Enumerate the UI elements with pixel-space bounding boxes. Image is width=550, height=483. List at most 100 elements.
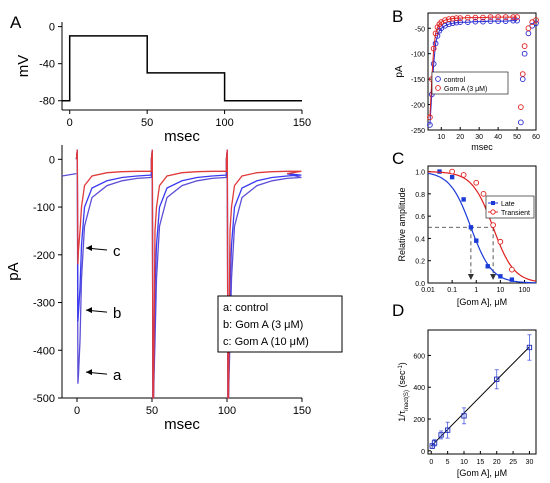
b-x-tick-label: 20	[456, 134, 464, 141]
a-current-baseline	[61, 173, 77, 177]
b-x-label: msec	[471, 142, 493, 152]
a-current-x-tick-label: 0	[74, 405, 80, 417]
c-x-tick-label: 10	[496, 287, 504, 294]
c-point-late	[461, 197, 466, 202]
chart-a-currents: 0 50 100 150 0 -100 -200 -300 -400 -500 c b a a: cont…	[5, 145, 343, 433]
b-point-1	[430, 45, 437, 52]
c-point-late	[474, 238, 479, 243]
b-point-1	[495, 14, 501, 20]
b-legend-marker	[435, 85, 441, 91]
c-point-transient	[490, 222, 496, 228]
b-fit-line-1	[429, 16, 518, 118]
a-annotation-label: c	[113, 243, 121, 260]
b-point-1	[464, 14, 471, 21]
d-point	[431, 440, 438, 446]
b-fit-line-0	[429, 20, 518, 125]
a-legend-entry: a: control	[223, 302, 268, 314]
d-x-label: [Gom A], μM	[457, 468, 507, 478]
a-protocol-step-line	[62, 35, 302, 102]
b-y-label: pA	[394, 65, 405, 78]
d-x-tick-label: 5	[446, 459, 450, 466]
a-protocol-x-tick-label: 50	[141, 117, 153, 129]
b-legend-marker	[435, 76, 441, 82]
a-annotation-arrowhead	[86, 307, 92, 314]
b-point-1	[521, 43, 528, 49]
d-point	[526, 344, 533, 351]
b-point-1	[472, 14, 479, 21]
d-y-label: 1/τinact(S) (sec-1)	[397, 362, 410, 422]
b-point-1	[457, 15, 464, 21]
c-point-transient	[480, 191, 487, 197]
b-point-1	[514, 14, 520, 20]
b-point-0	[427, 122, 433, 128]
c-point-transient	[449, 168, 455, 175]
b-point-0	[521, 50, 528, 57]
b-point-1	[517, 104, 524, 110]
a-current-y-tick-label: -200	[33, 250, 55, 262]
d-y-label-part: (sec	[397, 370, 407, 390]
d-y-label-part: inact(S)	[404, 390, 410, 411]
b-point-0	[487, 18, 494, 24]
c-point-late	[449, 174, 455, 180]
panel-label-d: D	[392, 301, 404, 320]
c-point-late	[437, 169, 442, 174]
a-legend-entry: b: Gom A (3 μM)	[223, 319, 303, 331]
c-x-tick-label: 0.01	[421, 287, 435, 294]
b-point-1	[445, 16, 452, 22]
c-point-late	[468, 225, 474, 230]
b-point-0	[517, 119, 524, 126]
b-point-0	[529, 22, 536, 29]
b-point-0	[495, 18, 501, 24]
c-fit-curve-1	[428, 171, 537, 282]
d-y-tick-label: 0	[421, 449, 425, 456]
b-point-1	[519, 71, 526, 77]
b-point-0	[533, 20, 539, 27]
b-point-1	[510, 14, 517, 20]
a-annotation-label: a	[113, 367, 122, 384]
a-current-y-tick-label: -400	[33, 345, 55, 357]
a-protocol-x-tick-label: 0	[67, 117, 73, 129]
c-point-transient	[460, 172, 467, 178]
a-protocol-y-tick-label: -80	[39, 96, 55, 108]
panel-label-c: C	[392, 149, 404, 168]
b-point-0	[480, 18, 486, 25]
d-y-tick-label: 200	[413, 417, 425, 424]
b-point-0	[502, 18, 509, 24]
b-point-1	[427, 114, 433, 121]
chart-a-protocol: 0 50 100 150 0 -40 -80 msec mV	[15, 22, 311, 145]
b-y-tick-label: -250	[411, 128, 425, 135]
b-point-1	[525, 25, 532, 32]
c-legend-marker	[490, 209, 496, 215]
a-protocol-x-label: msec	[164, 128, 200, 145]
b-legend-box	[431, 71, 509, 95]
a-current-y-label: pA	[5, 262, 22, 280]
a-protocol-y-label: mV	[15, 55, 32, 78]
c-point-late	[498, 274, 503, 279]
a-legend-box	[217, 295, 343, 353]
d-y-tick-label: 400	[413, 385, 425, 392]
b-point-1	[502, 14, 509, 20]
d-y-label-part: -1	[398, 365, 404, 371]
c-axes-frame	[427, 165, 537, 284]
c-legend-entry: Transient	[501, 210, 530, 217]
c-y-tick-label: 0.6	[415, 214, 425, 221]
a-current-trace-1	[75, 149, 302, 399]
b-x-tick-label: 40	[494, 134, 502, 141]
c-ic50-arrowhead	[467, 274, 474, 280]
a-current-trace-0	[75, 149, 302, 399]
b-point-0	[519, 76, 526, 82]
b-point-1	[480, 14, 486, 21]
c-y-label: Relative amplitude	[397, 187, 407, 261]
c-x-tick-label: 1	[474, 287, 478, 294]
a-protocol-x-tick-label: 150	[293, 117, 311, 129]
b-legend-entry: control	[444, 77, 465, 84]
c-y-tick-label: 1.0	[415, 170, 425, 177]
b-point-0	[525, 30, 532, 37]
a-current-trace-2	[75, 149, 302, 399]
d-x-tick-label: 15	[476, 459, 484, 466]
b-y-tick-label: -100	[411, 52, 425, 59]
c-y-tick-label: 0.2	[415, 259, 425, 266]
b-point-0	[432, 40, 439, 47]
c-point-transient	[473, 179, 480, 186]
d-axes-frame	[427, 329, 537, 455]
